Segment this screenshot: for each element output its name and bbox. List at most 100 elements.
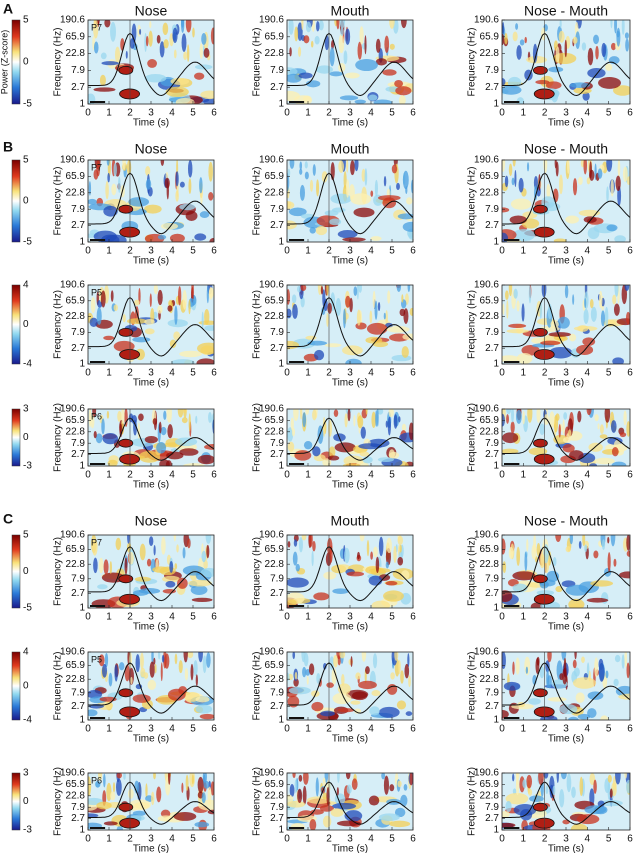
spectrogram-blob xyxy=(388,449,395,460)
spectrogram-blob xyxy=(626,176,630,185)
spectrogram-blob xyxy=(117,176,121,193)
x-tick-label: 0 xyxy=(85,368,91,379)
y-tick-label: 65.9 xyxy=(66,171,86,182)
spectrogram-blob xyxy=(410,179,413,194)
x-axis-label: Time (s) xyxy=(133,480,169,491)
spectrogram-blob xyxy=(535,79,550,85)
spectrogram-blob xyxy=(396,700,407,710)
y-tick-label: 2.7 xyxy=(71,449,85,460)
spectrogram-blob xyxy=(611,446,619,457)
x-tick-label: 4 xyxy=(169,108,175,119)
spectrogram-blob xyxy=(301,20,304,30)
spectrogram-blob xyxy=(160,222,179,230)
spectrogram-blob xyxy=(377,457,394,463)
spectrogram-blob xyxy=(345,773,351,780)
spectrogram-blob xyxy=(385,310,388,327)
spectrogram-blob xyxy=(303,35,310,44)
spectrogram-blob xyxy=(350,656,353,668)
x-tick-label: 0 xyxy=(284,612,290,623)
spectrogram-blob xyxy=(119,706,140,718)
spectrogram-blob xyxy=(333,654,338,668)
x-tick-label: 0 xyxy=(284,108,290,119)
spectrogram-blob xyxy=(385,561,389,569)
y-tick-label: 65.9 xyxy=(265,171,285,182)
x-tick-label: 1 xyxy=(521,108,527,119)
spectrogram-blob xyxy=(320,710,335,717)
spectrogram-blob xyxy=(532,43,538,63)
spectrogram-blob xyxy=(299,184,305,201)
spectrogram-blob xyxy=(582,535,586,547)
spectrogram-blob xyxy=(147,59,157,68)
y-tick-label: 1 xyxy=(79,99,85,110)
y-tick-label: 22.8 xyxy=(66,559,86,570)
spectrogram-blob xyxy=(361,652,367,662)
y-axis-label: Frequency (Hz) xyxy=(252,290,263,359)
spectrogram-blob xyxy=(194,72,205,80)
spectrogram-blob xyxy=(560,773,567,780)
x-tick-label: 3 xyxy=(148,834,154,845)
spectrogram-blob xyxy=(355,322,367,330)
spectrogram-blob xyxy=(354,708,362,714)
spectrogram-blob xyxy=(387,290,391,304)
spectrogram-blob xyxy=(409,307,413,316)
spectrogram-blob xyxy=(589,463,598,466)
y-tick-label: 2.7 xyxy=(270,449,284,460)
spectrogram-blob xyxy=(626,550,630,557)
y-tick-label: 7.9 xyxy=(485,204,499,215)
spectrogram-blob xyxy=(570,823,588,830)
spectrogram-blob xyxy=(513,804,537,816)
x-tick-label: 5 xyxy=(606,834,612,845)
x-tick-label: 1 xyxy=(106,246,112,257)
x-tick-label: 3 xyxy=(347,612,353,623)
spectrogram-blob xyxy=(287,168,291,177)
spectrogram-blob xyxy=(287,695,300,708)
spectrogram-blob xyxy=(605,670,609,679)
spectrogram-blob xyxy=(174,305,178,325)
spectrogram-blob xyxy=(584,297,587,309)
spectrogram-blob xyxy=(569,450,584,460)
spectrogram-blob xyxy=(506,300,509,319)
y-tick-label: 190.6 xyxy=(474,530,499,541)
x-tick-label: 6 xyxy=(410,470,416,481)
spectrogram-blob xyxy=(346,784,352,794)
spectrogram-blob xyxy=(88,181,92,196)
spectrogram-blob xyxy=(165,580,176,588)
x-tick-label: 0 xyxy=(499,368,505,379)
spectrogram-blob xyxy=(201,32,207,45)
spectrogram-blob xyxy=(383,775,390,795)
y-tick-label: 190.6 xyxy=(259,647,284,658)
spectrogram-blob xyxy=(533,88,555,100)
spectrogram-blob xyxy=(402,170,409,190)
spectrogram-blob xyxy=(506,329,529,334)
spectrogram-blob xyxy=(615,175,621,191)
spectrogram-blob xyxy=(577,713,591,720)
spectrogram-blob xyxy=(594,457,615,465)
x-tick-label: 2 xyxy=(326,368,332,379)
spectrogram-blob xyxy=(502,355,520,363)
spectrogram-blob xyxy=(389,20,395,29)
y-tick-label: 2.7 xyxy=(485,701,499,712)
spectrogram-blob xyxy=(107,459,118,466)
spectrogram-blob xyxy=(324,343,342,348)
y-tick-label: 65.9 xyxy=(265,415,285,426)
spectrogram-blob xyxy=(600,310,606,327)
spectrogram-blob xyxy=(613,558,617,567)
spectrogram xyxy=(287,285,413,364)
x-tick-label: 1 xyxy=(305,470,311,481)
spectrogram-blob xyxy=(515,23,519,30)
spectrogram-blob xyxy=(359,26,364,45)
x-tick-label: 6 xyxy=(211,108,217,119)
spectrogram-blob xyxy=(157,234,167,240)
spectrogram-blob xyxy=(618,693,630,700)
spectrogram-blob xyxy=(138,413,144,421)
spectrogram-blob xyxy=(527,409,533,423)
spectrogram-blob xyxy=(568,716,579,720)
spectrogram-blob xyxy=(357,551,360,560)
spectrogram-blob xyxy=(287,308,292,319)
y-axis-label: Frequency (Hz) xyxy=(252,403,263,472)
spectrogram-blob xyxy=(344,547,350,564)
x-tick-label: 4 xyxy=(368,108,374,119)
x-tick-label: 1 xyxy=(521,246,527,257)
y-tick-label: 2.7 xyxy=(270,220,284,231)
y-axis-label: Frequency (Hz) xyxy=(467,167,478,236)
